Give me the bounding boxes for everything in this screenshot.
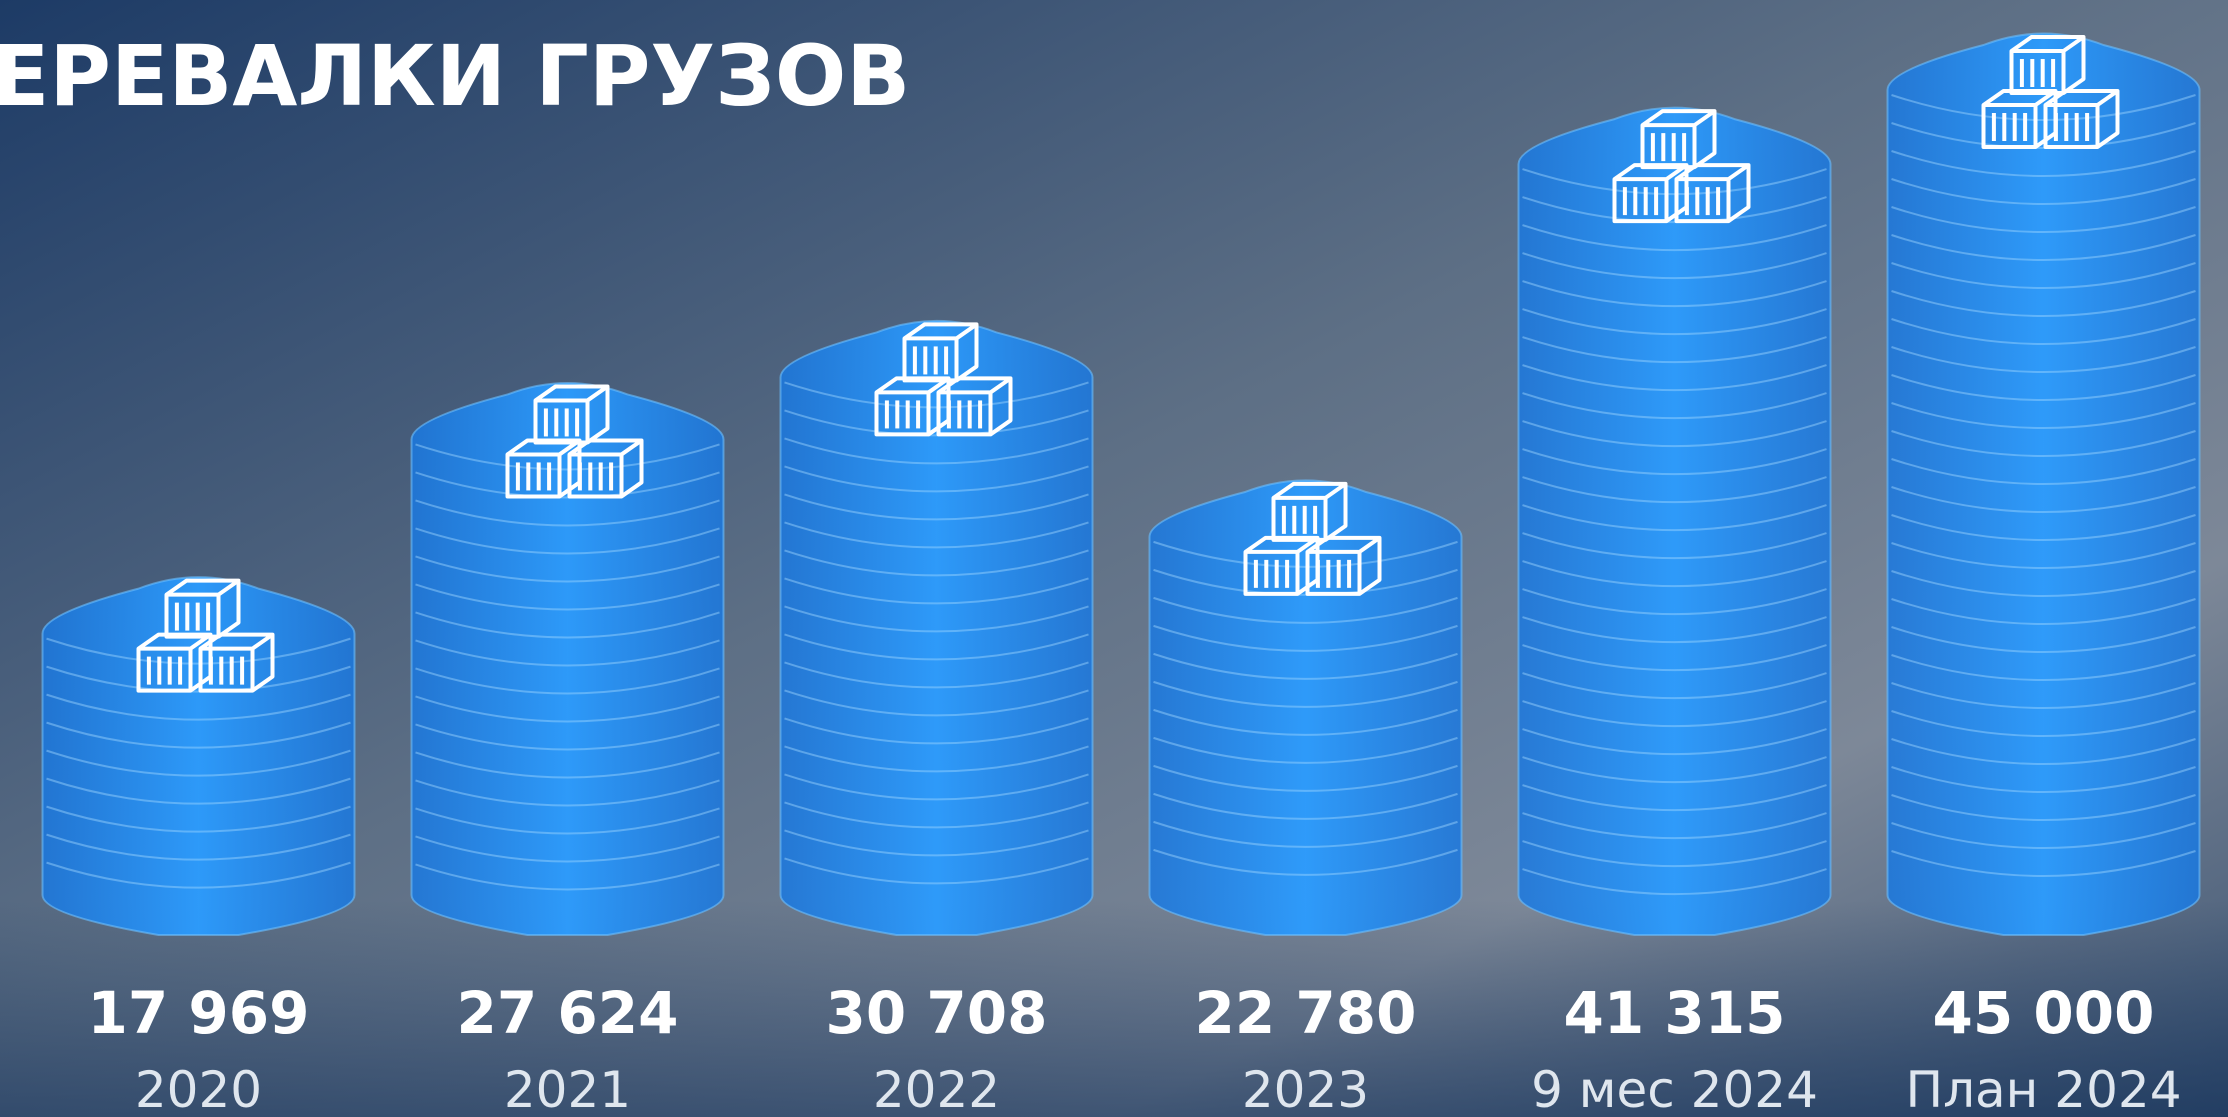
x-tick-label: 2020 — [135, 1061, 262, 1117]
value-label: 30 708 — [826, 979, 1048, 1047]
value-label: 27 624 — [457, 979, 679, 1047]
background-shade — [0, 900, 2228, 1117]
x-tick-label: 2022 — [873, 1061, 1000, 1117]
chart: ЕРЕВАЛКИ ГРУЗОВ 17 969 2020 27 624 2021 30 7… — [0, 0, 2228, 1117]
x-tick-label: 2023 — [1242, 1061, 1369, 1117]
x-tick-label: 9 мес 2024 — [1531, 1061, 1818, 1117]
value-label: 17 969 — [88, 979, 310, 1047]
x-tick-label: 2021 — [504, 1061, 631, 1117]
bar — [43, 577, 355, 935]
chart-title: ЕРЕВАЛКИ ГРУЗОВ — [0, 27, 910, 125]
value-label: 22 780 — [1195, 979, 1417, 1047]
x-tick-label: План 2024 — [1905, 1061, 2181, 1117]
page: ЕРЕВАЛКИ ГРУЗОВ 17 969 2020 27 624 2021 30 7… — [0, 0, 2228, 1117]
value-label: 41 315 — [1564, 979, 1786, 1047]
value-label: 45 000 — [1933, 979, 2155, 1047]
